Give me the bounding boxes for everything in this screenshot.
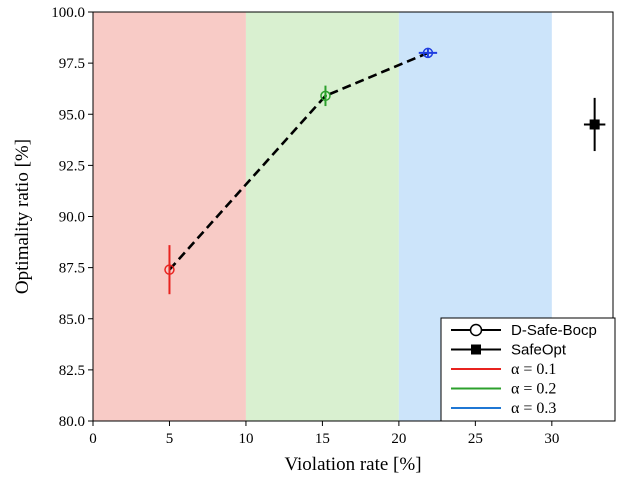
x-tick-label: 25 bbox=[468, 431, 483, 447]
x-tick-label: 0 bbox=[89, 431, 97, 447]
legend-item: SafeOpt bbox=[451, 342, 567, 359]
data-point bbox=[583, 97, 606, 152]
x-axis-label: Violation rate [%] bbox=[284, 454, 421, 475]
legend-label: D-Safe-Bocp bbox=[511, 322, 597, 339]
x-tick-label: 10 bbox=[238, 431, 253, 447]
data-point bbox=[320, 85, 331, 107]
legend-label: SafeOpt bbox=[511, 342, 567, 359]
y-tick-label: 80.0 bbox=[59, 414, 85, 430]
legend-item: D-Safe-Bocp bbox=[451, 322, 597, 339]
y-tick-label: 100.0 bbox=[51, 5, 85, 21]
band-1 bbox=[245, 12, 399, 421]
series-1 bbox=[583, 97, 606, 152]
y-tick-label: 95.0 bbox=[59, 107, 85, 123]
legend-label: α = 0.1 bbox=[511, 361, 556, 378]
y-tick-label: 82.5 bbox=[59, 363, 85, 379]
legend-marker-square bbox=[471, 344, 481, 355]
y-tick-label: 87.5 bbox=[59, 261, 85, 277]
x-tick-label: 20 bbox=[391, 431, 406, 447]
marker-circle bbox=[164, 264, 175, 275]
band-0 bbox=[93, 12, 246, 421]
marker-circle bbox=[320, 90, 331, 102]
background-bands bbox=[93, 12, 552, 421]
legend-item: α = 0.3 bbox=[451, 400, 556, 417]
x-tick-label: 15 bbox=[315, 431, 330, 447]
y-tick-label: 97.5 bbox=[59, 56, 85, 72]
marker-square bbox=[589, 119, 600, 130]
data-point bbox=[418, 47, 438, 59]
axes: 0 5 10 15 20 25 30 80.0 82.5 85.0 87.5 90.0 92.5 95.0… bbox=[51, 5, 614, 447]
legend-label: α = 0.2 bbox=[511, 381, 556, 398]
y-tick-label: 90.0 bbox=[59, 210, 85, 226]
x-tick-label: 30 bbox=[544, 431, 559, 447]
y-tick-label: 92.5 bbox=[59, 158, 85, 174]
legend-item: α = 0.2 bbox=[451, 381, 556, 398]
series-0 bbox=[164, 47, 438, 295]
data-point bbox=[164, 245, 175, 295]
plot-data bbox=[164, 47, 606, 295]
legend-marker-circle bbox=[469, 323, 483, 337]
marker-circle bbox=[422, 47, 434, 59]
legend: D-Safe-Bocp SafeOpt α = 0.1 α = 0.2 α = 0.3 bbox=[440, 317, 616, 422]
y-tick-label: 85.0 bbox=[59, 312, 85, 328]
legend-label: α = 0.3 bbox=[511, 400, 556, 417]
legend-item: α = 0.1 bbox=[451, 361, 556, 378]
series-line bbox=[168, 51, 429, 271]
x-tick-label: 5 bbox=[166, 431, 174, 447]
y-axis-label: Optimality ratio [%] bbox=[12, 139, 33, 294]
